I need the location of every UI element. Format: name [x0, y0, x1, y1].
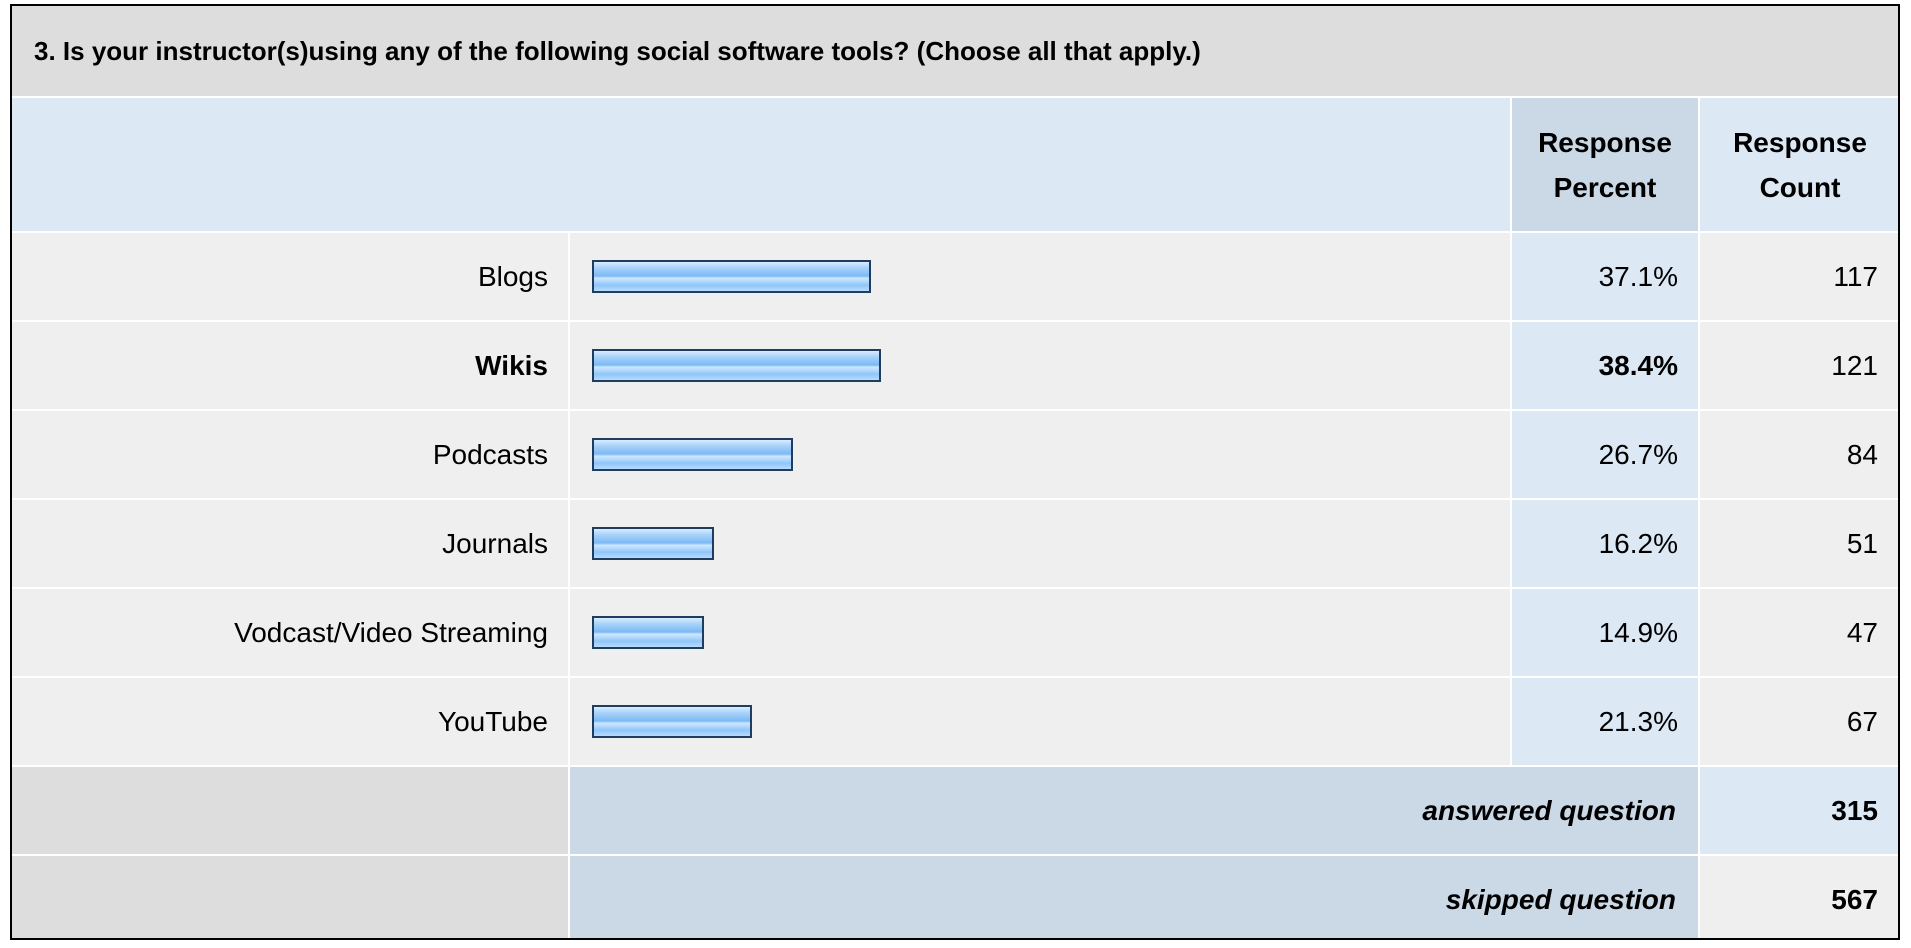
bar: [592, 438, 793, 471]
skipped-question-count: 567: [1700, 856, 1898, 938]
category-label: Blogs: [12, 233, 568, 320]
header-percent-line1: Response: [1538, 126, 1672, 158]
response-percent: 38.4%: [1512, 322, 1698, 409]
response-count: 84: [1700, 411, 1898, 498]
skipped-blank: [12, 856, 568, 938]
response-percent: 21.3%: [1512, 678, 1698, 765]
header-percent-line2: Percent: [1553, 171, 1657, 203]
bar-cell: [570, 322, 1510, 409]
response-percent: 14.9%: [1512, 589, 1698, 676]
bar-cell: [570, 500, 1510, 587]
answered-blank: [12, 767, 568, 854]
response-percent: 26.7%: [1512, 411, 1698, 498]
answered-question-label: answered question: [570, 767, 1698, 854]
bar: [592, 705, 752, 738]
bar: [592, 527, 714, 560]
bar-cell: [570, 233, 1510, 320]
header-response-percent: Response Percent: [1512, 98, 1698, 231]
response-percent: 37.1%: [1512, 233, 1698, 320]
results-grid: Response Percent Response Count Blogs 37.1%…: [12, 98, 1898, 938]
bar: [592, 349, 881, 382]
question-title: 3. Is your instructor(s)using any of the…: [12, 6, 1898, 96]
response-percent: 16.2%: [1512, 500, 1698, 587]
category-label: Journals: [12, 500, 568, 587]
bar-cell: [570, 678, 1510, 765]
bar: [592, 616, 704, 649]
category-label: Podcasts: [12, 411, 568, 498]
header-count-line1: Response: [1733, 126, 1867, 158]
bar-cell: [570, 411, 1510, 498]
header-count-line2: Count: [1759, 171, 1841, 203]
response-count: 117: [1700, 233, 1898, 320]
category-label: Wikis: [12, 322, 568, 409]
category-label: Vodcast/Video Streaming: [12, 589, 568, 676]
header-blank: [12, 98, 1510, 231]
response-count: 47: [1700, 589, 1898, 676]
skipped-question-label: skipped question: [570, 856, 1698, 938]
category-label: YouTube: [12, 678, 568, 765]
survey-results-table: 3. Is your instructor(s)using any of the…: [10, 4, 1900, 940]
answered-question-count: 315: [1700, 767, 1898, 854]
header-response-count: Response Count: [1700, 98, 1898, 231]
response-count: 67: [1700, 678, 1898, 765]
bar-cell: [570, 589, 1510, 676]
bar: [592, 260, 871, 293]
response-count: 51: [1700, 500, 1898, 587]
response-count: 121: [1700, 322, 1898, 409]
